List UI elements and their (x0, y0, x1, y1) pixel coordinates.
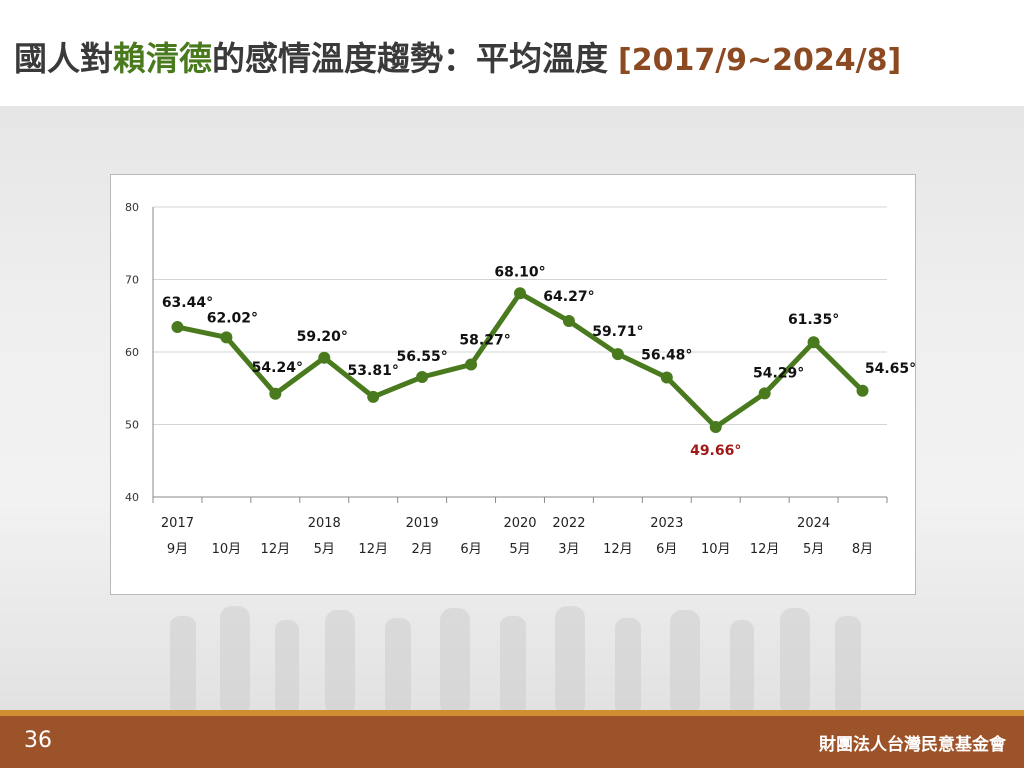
x-year-label: 2017 (161, 516, 194, 531)
data-label: 64.27° (543, 289, 594, 305)
x-year-label: 2022 (552, 516, 585, 531)
data-point (807, 336, 820, 349)
y-tick-label: 70 (125, 274, 139, 287)
data-point (465, 358, 478, 371)
y-tick-label: 50 (125, 419, 139, 432)
data-point (318, 351, 331, 364)
data-label: 59.71° (592, 324, 643, 340)
footer-stripe (0, 710, 1024, 716)
data-point (758, 387, 771, 400)
data-point (611, 348, 624, 361)
x-month-label: 12月 (261, 542, 291, 557)
page-number: 36 (24, 728, 52, 753)
x-year-label: 2023 (650, 516, 683, 531)
data-point (367, 390, 380, 403)
data-label: 63.44° (162, 295, 213, 311)
x-month-label: 10月 (701, 542, 731, 557)
data-point (269, 387, 282, 400)
x-month-label: 10月 (212, 542, 242, 557)
x-month-label: 12月 (358, 542, 388, 557)
data-label: 58.27° (459, 333, 510, 349)
title-suffix: 的感情溫度趨勢：平均溫度 (212, 39, 608, 78)
title-prefix: 國人對 (14, 39, 113, 78)
x-month-label: 9月 (167, 542, 188, 557)
x-month-label: 3月 (558, 542, 579, 557)
data-label: 49.66° (690, 443, 741, 459)
slide-header: 國人對賴清德的感情溫度趨勢：平均溫度 [2017/9~2024/8] (0, 0, 1024, 106)
data-label: 54.24° (252, 360, 303, 376)
x-month-label: 6月 (460, 542, 481, 557)
x-month-label: 5月 (314, 542, 335, 557)
x-month-label: 6月 (656, 542, 677, 557)
x-month-label: 5月 (803, 542, 824, 557)
x-month-label: 12月 (750, 542, 780, 557)
title-date-range: [2017/9~2024/8] (618, 43, 902, 78)
chart-panel: 40 50 60 70 80 2017 2018 2019 2020 2022 2023 2024 9月… (110, 174, 916, 595)
data-label: 56.55° (396, 349, 447, 365)
data-point (660, 371, 673, 384)
x-year-label: 2024 (797, 516, 830, 531)
organization-name: 財團法人台灣民意基金會 (819, 735, 1006, 755)
data-point (514, 287, 526, 300)
y-tick-label: 40 (125, 491, 139, 504)
x-month-label: 5月 (509, 542, 530, 557)
data-point (562, 315, 575, 328)
data-label: 61.35° (788, 312, 839, 328)
data-label: 53.81° (348, 363, 399, 379)
line-chart: 40 50 60 70 80 2017 2018 2019 2020 2022 2023 2024 9月… (125, 201, 916, 557)
data-point (856, 384, 869, 397)
data-point (171, 321, 184, 334)
x-month-label: 2月 (411, 542, 432, 557)
x-month-label: 12月 (603, 542, 633, 557)
y-tick-label: 80 (125, 201, 139, 214)
x-year-label: 2019 (406, 516, 439, 531)
x-year-label: 2020 (503, 516, 536, 531)
y-tick-label: 60 (125, 346, 139, 359)
crowd-silhouette (170, 606, 861, 710)
data-label: 54.65° (865, 361, 915, 377)
title-highlight-name: 賴清德 (113, 39, 212, 78)
data-point (220, 331, 233, 344)
data-label: 59.20° (297, 329, 348, 345)
data-label: 68.10° (494, 264, 545, 280)
x-month-label: 8月 (852, 542, 873, 557)
data-point (416, 371, 429, 384)
data-point (709, 420, 722, 433)
data-label: 54.29° (753, 365, 804, 381)
slide-title: 國人對賴清德的感情溫度趨勢：平均溫度 [2017/9~2024/8] (14, 32, 901, 80)
slide-footer: 36 財團法人台灣民意基金會 (0, 716, 1024, 768)
data-label: 56.48° (641, 348, 692, 364)
data-label: 62.02° (207, 310, 258, 326)
x-year-label: 2018 (308, 516, 341, 531)
